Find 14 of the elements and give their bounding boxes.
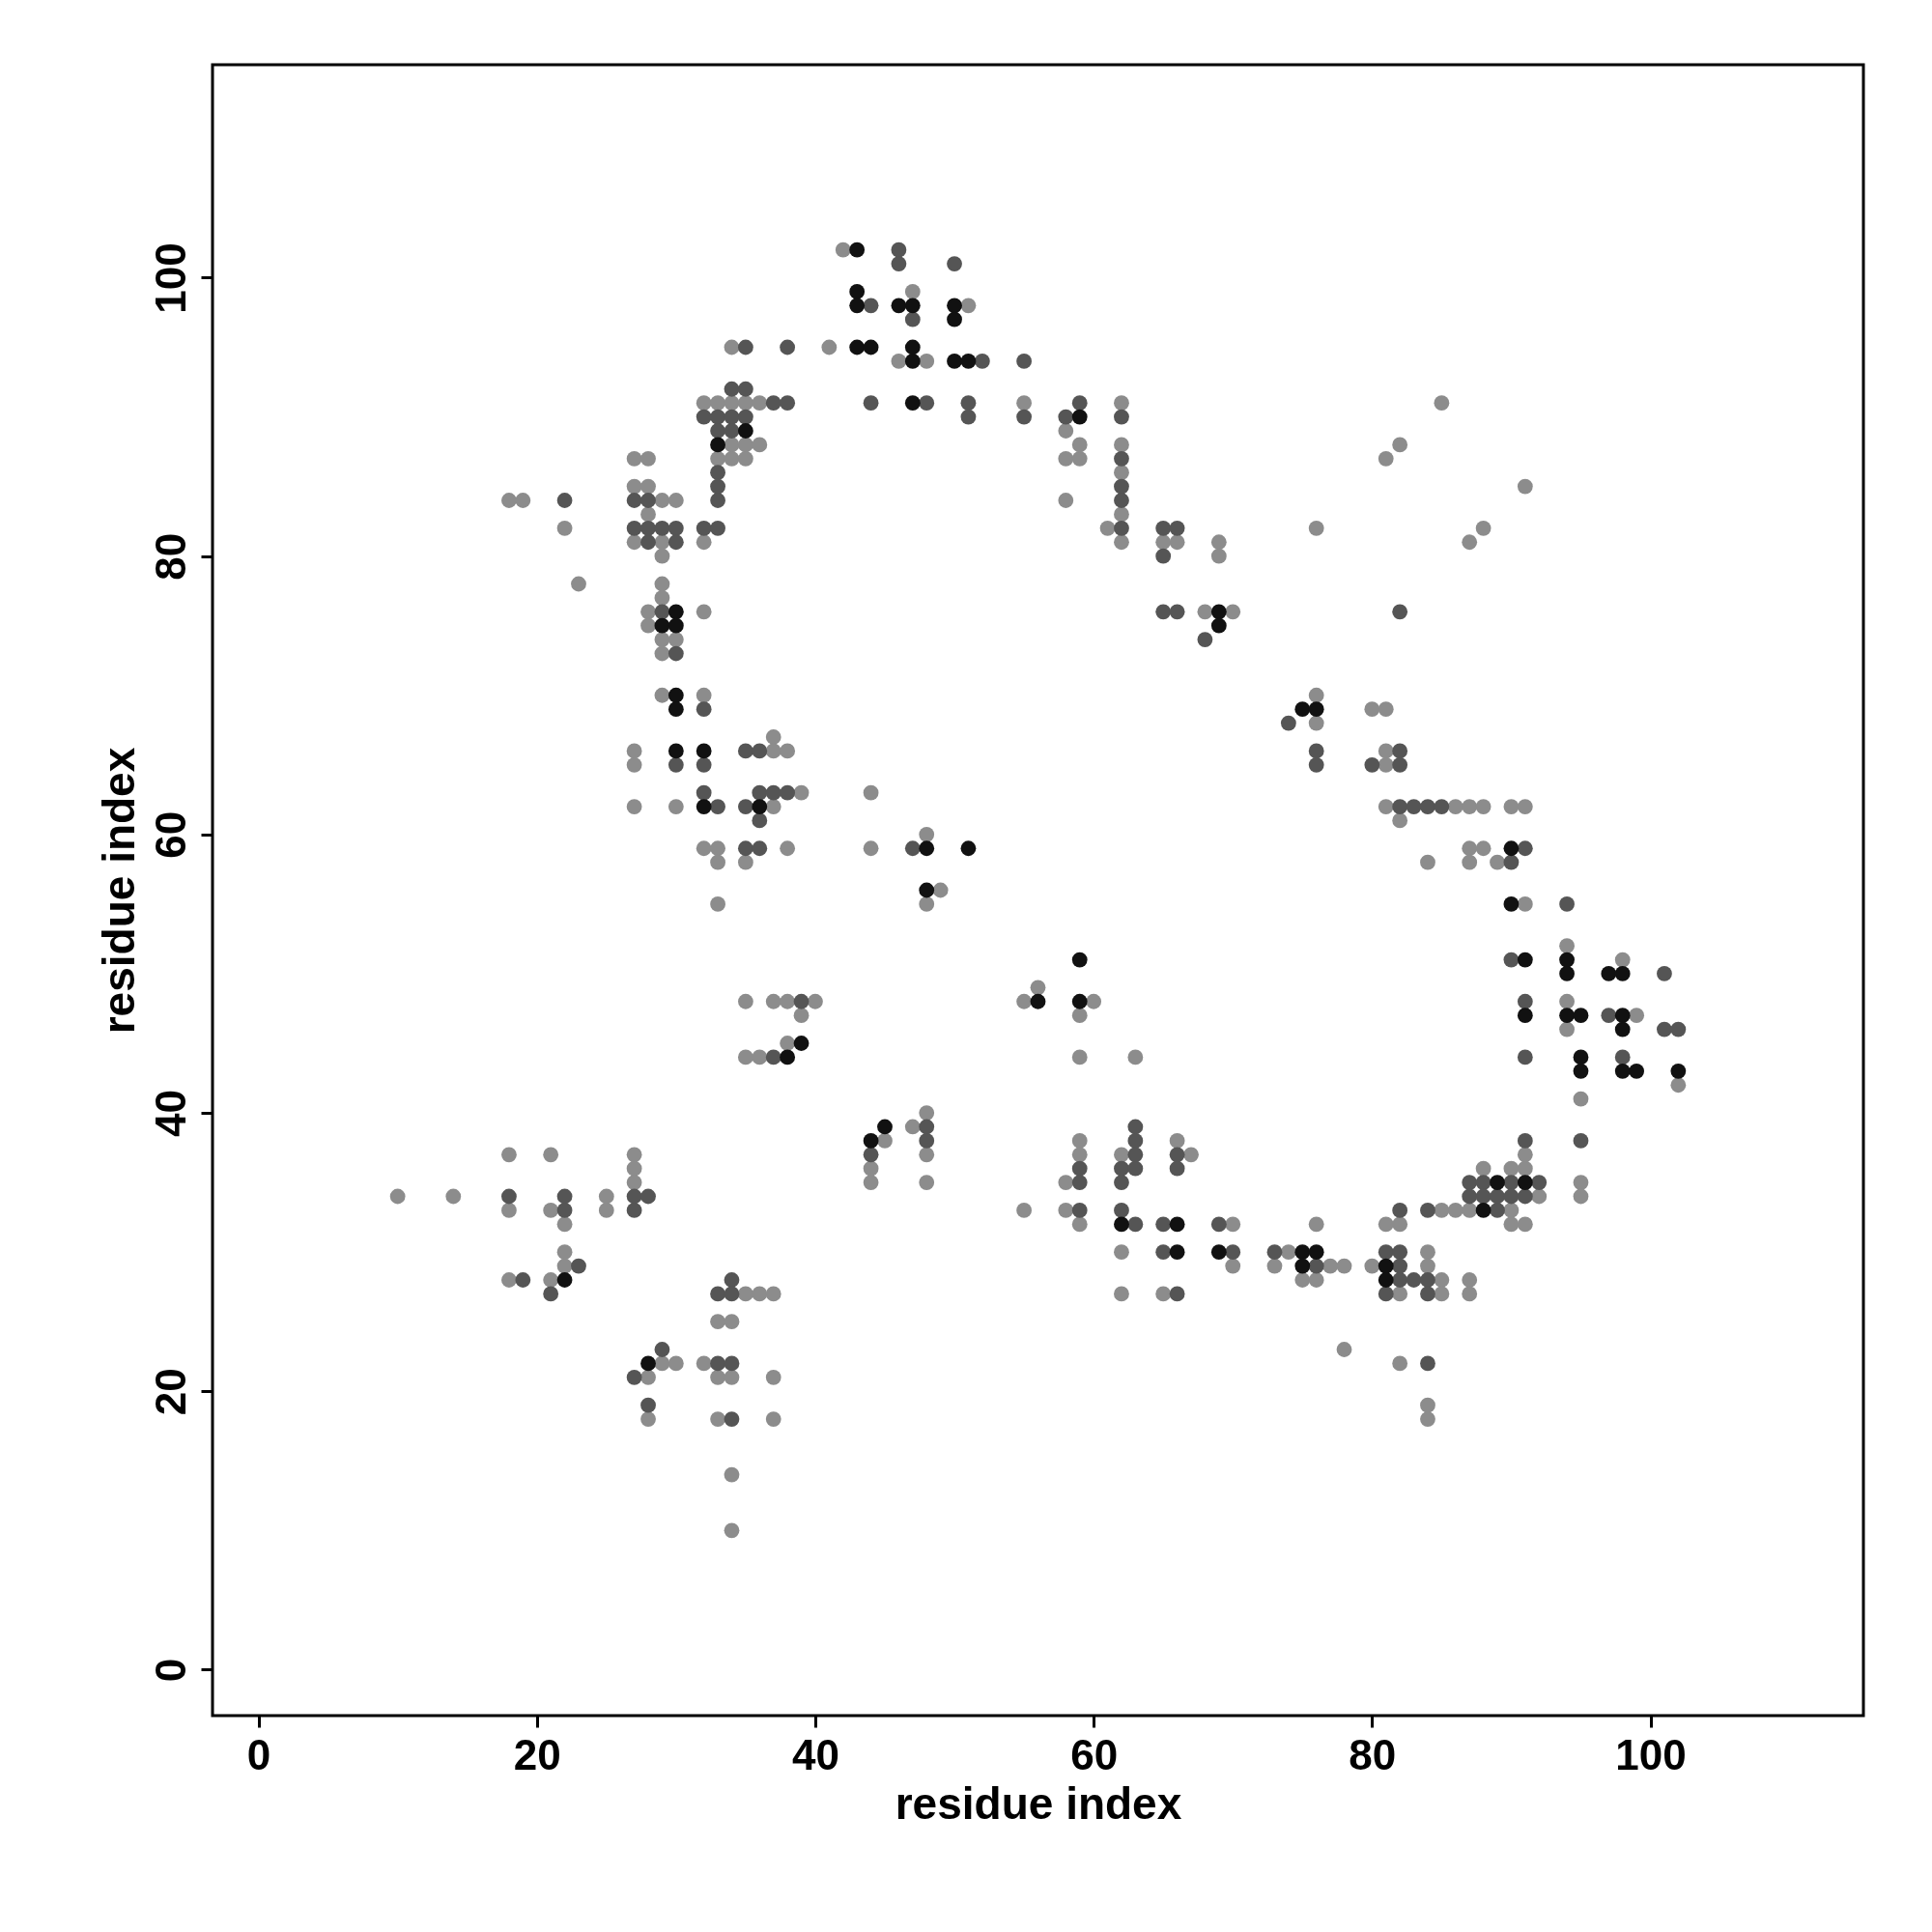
y-axis-title: residue index: [93, 747, 144, 1035]
x-tick-label: 100: [1615, 1730, 1687, 1778]
x-axis-title: residue index: [895, 1777, 1182, 1829]
x-tick-label: 80: [1349, 1730, 1397, 1778]
y-tick-label: 60: [146, 810, 194, 859]
y-tick-label: 80: [146, 532, 194, 581]
y-tick-label: 20: [146, 1368, 194, 1416]
x-tick-label: 40: [791, 1730, 839, 1778]
x-tick-label: 60: [1070, 1730, 1119, 1778]
y-tick-label: 0: [146, 1658, 194, 1683]
x-tick-label: 20: [513, 1730, 561, 1778]
y-tick-label: 100: [146, 242, 194, 314]
x-tick-label: 0: [246, 1730, 271, 1778]
y-tick-label: 40: [146, 1090, 194, 1138]
